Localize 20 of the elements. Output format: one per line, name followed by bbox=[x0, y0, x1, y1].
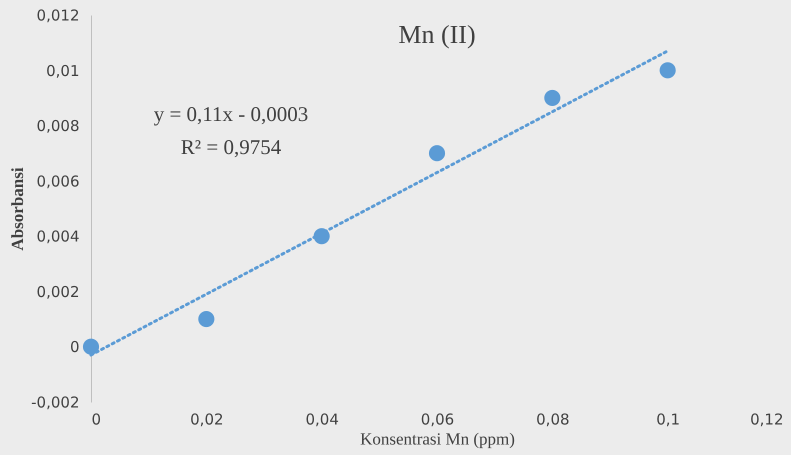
y-tick-label: 0,008 bbox=[36, 117, 80, 136]
x-tick-label: 0,02 bbox=[190, 410, 224, 428]
y-tick-label: -0,002 bbox=[31, 394, 80, 412]
y-tick-label: 0,006 bbox=[36, 172, 80, 190]
chart-title: Mn (II) bbox=[398, 20, 476, 49]
x-tick-label: 0,1 bbox=[656, 410, 680, 428]
x-tick-label: 0,04 bbox=[305, 410, 339, 428]
x-tick-label: 0,06 bbox=[420, 410, 454, 428]
y-axis-title: Absorbansi bbox=[8, 167, 28, 251]
x-tick-label: 0,12 bbox=[750, 410, 784, 428]
annotation: R² = 0,9754 bbox=[180, 135, 282, 159]
y-tick-label: 0 bbox=[70, 338, 80, 356]
x-tick-label: 0 bbox=[92, 410, 102, 428]
x-tick-label: 0,08 bbox=[536, 410, 570, 428]
y-tick-label: 0,002 bbox=[36, 282, 80, 301]
y-tick-label: 0,004 bbox=[36, 228, 80, 246]
x-axis-title: Konsentrasi Mn (ppm) bbox=[360, 430, 515, 448]
annotation: y = 0,11x - 0,0003 bbox=[154, 102, 308, 126]
y-tick-label: 0,01 bbox=[46, 62, 80, 80]
y-tick-label: 0,012 bbox=[36, 6, 80, 24]
